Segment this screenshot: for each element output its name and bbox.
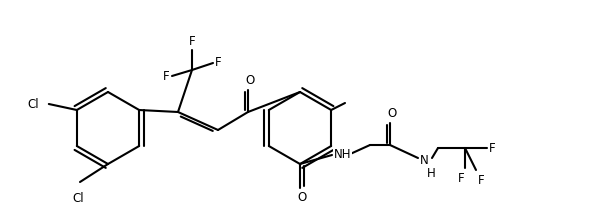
Text: H: H bbox=[427, 167, 436, 180]
Text: F: F bbox=[188, 35, 195, 48]
Text: F: F bbox=[478, 174, 484, 187]
Text: F: F bbox=[163, 70, 170, 82]
Text: F: F bbox=[489, 141, 495, 155]
Text: Cl: Cl bbox=[27, 99, 39, 111]
Text: Cl: Cl bbox=[72, 192, 84, 205]
Text: F: F bbox=[215, 56, 221, 70]
Text: F: F bbox=[458, 172, 464, 185]
Text: N: N bbox=[420, 153, 429, 167]
Text: O: O bbox=[298, 191, 307, 204]
Text: O: O bbox=[245, 74, 254, 87]
Text: O: O bbox=[387, 107, 397, 120]
Text: NH: NH bbox=[334, 148, 351, 162]
